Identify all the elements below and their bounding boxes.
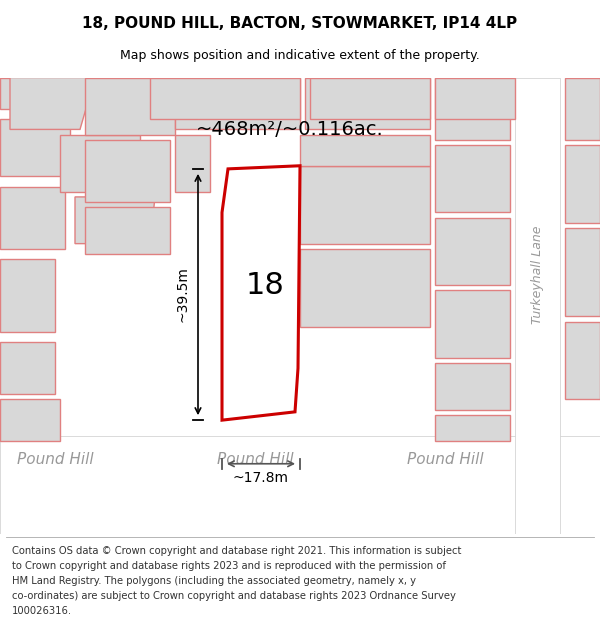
Polygon shape — [435, 145, 510, 212]
Text: 18: 18 — [245, 271, 284, 299]
Polygon shape — [565, 228, 600, 316]
Polygon shape — [60, 134, 140, 192]
Text: Map shows position and indicative extent of the property.: Map shows position and indicative extent… — [120, 49, 480, 62]
Polygon shape — [435, 217, 510, 285]
Polygon shape — [0, 342, 55, 394]
Polygon shape — [300, 134, 430, 166]
Text: Contains OS data © Crown copyright and database right 2021. This information is : Contains OS data © Crown copyright and d… — [12, 546, 461, 556]
Polygon shape — [0, 186, 65, 249]
Polygon shape — [565, 78, 600, 140]
Text: 18, POUND HILL, BACTON, STOWMARKET, IP14 4LP: 18, POUND HILL, BACTON, STOWMARKET, IP14… — [82, 16, 518, 31]
Polygon shape — [0, 78, 50, 109]
Polygon shape — [85, 208, 170, 254]
Polygon shape — [435, 291, 510, 358]
Polygon shape — [175, 134, 210, 192]
Polygon shape — [435, 363, 510, 410]
Polygon shape — [150, 78, 300, 119]
Polygon shape — [305, 78, 430, 129]
Text: Turkeyhall Lane: Turkeyhall Lane — [532, 226, 545, 324]
Polygon shape — [565, 321, 600, 399]
Text: HM Land Registry. The polygons (including the associated geometry, namely x, y: HM Land Registry. The polygons (includin… — [12, 576, 416, 586]
Text: Pound Hill: Pound Hill — [407, 452, 484, 467]
Polygon shape — [515, 78, 560, 534]
Text: co-ordinates) are subject to Crown copyright and database rights 2023 Ordnance S: co-ordinates) are subject to Crown copyr… — [12, 591, 456, 601]
Text: to Crown copyright and database rights 2023 and is reproduced with the permissio: to Crown copyright and database rights 2… — [12, 561, 446, 571]
Text: ~39.5m: ~39.5m — [175, 267, 189, 322]
Polygon shape — [310, 78, 430, 119]
Polygon shape — [222, 166, 300, 420]
Text: Pound Hill: Pound Hill — [17, 452, 94, 467]
Polygon shape — [435, 415, 510, 441]
Polygon shape — [435, 78, 510, 140]
Polygon shape — [85, 140, 170, 202]
Text: Pound Hill: Pound Hill — [217, 452, 293, 467]
Polygon shape — [435, 78, 515, 119]
Polygon shape — [0, 399, 60, 441]
Polygon shape — [300, 166, 430, 244]
Text: 100026316.: 100026316. — [12, 606, 72, 616]
Polygon shape — [0, 259, 55, 332]
Text: ~468m²/~0.116ac.: ~468m²/~0.116ac. — [196, 120, 384, 139]
Text: ~17.8m: ~17.8m — [233, 471, 289, 485]
Polygon shape — [300, 249, 430, 327]
Polygon shape — [565, 145, 600, 223]
Polygon shape — [175, 78, 300, 129]
Polygon shape — [75, 197, 155, 244]
Polygon shape — [0, 119, 70, 176]
Polygon shape — [10, 78, 95, 129]
Polygon shape — [0, 436, 600, 534]
Polygon shape — [85, 78, 175, 134]
